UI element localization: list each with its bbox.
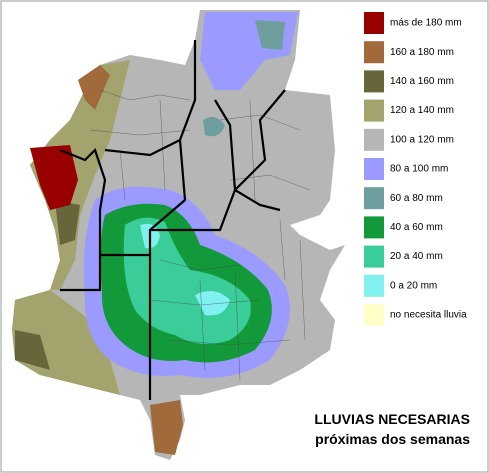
region [150,400,183,455]
legend-label: no necesita lluvia [390,310,467,321]
title-line-2: próximas dos semanas [315,431,470,447]
title-line-1: LLUVIAS NECESARIAS [314,411,470,427]
region [15,330,50,370]
legend-swatch [364,41,384,64]
region [30,145,78,210]
region [30,60,130,290]
region [203,116,225,137]
legend-swatch [364,274,384,297]
region [78,65,110,110]
legend-label: más de 180 mm [390,18,462,29]
rain-map [12,10,345,460]
legend-label: 0 a 20 mm [390,280,437,291]
region [195,291,230,316]
region [255,20,285,50]
region [55,200,80,245]
legend-swatch [364,216,384,239]
department-lines [89,89,311,381]
legend-label: 100 a 120 mm [390,134,454,145]
region [12,290,120,395]
legend-swatch [364,128,384,151]
legend-swatch [364,304,384,326]
legend-label: 20 a 40 mm [390,251,443,262]
legend-label: 80 a 100 mm [390,164,448,175]
legend-swatch [364,70,384,93]
legend-label: 120 a 140 mm [390,105,454,116]
legend-label: 140 a 160 mm [390,76,454,87]
province-borders [59,40,286,400]
legend-swatch [364,99,384,122]
legend-label: 40 a 60 mm [390,222,443,233]
legend-label: 60 a 80 mm [390,193,443,204]
legend: más de 180 mm 160 a 180 mm 140 a 160 mm 120… [364,12,467,326]
legend-swatch [364,245,384,268]
legend-swatch [364,187,384,210]
legend-swatch [364,12,384,34]
legend-label: 160 a 180 mm [390,47,454,58]
legend-swatch [364,158,384,180]
